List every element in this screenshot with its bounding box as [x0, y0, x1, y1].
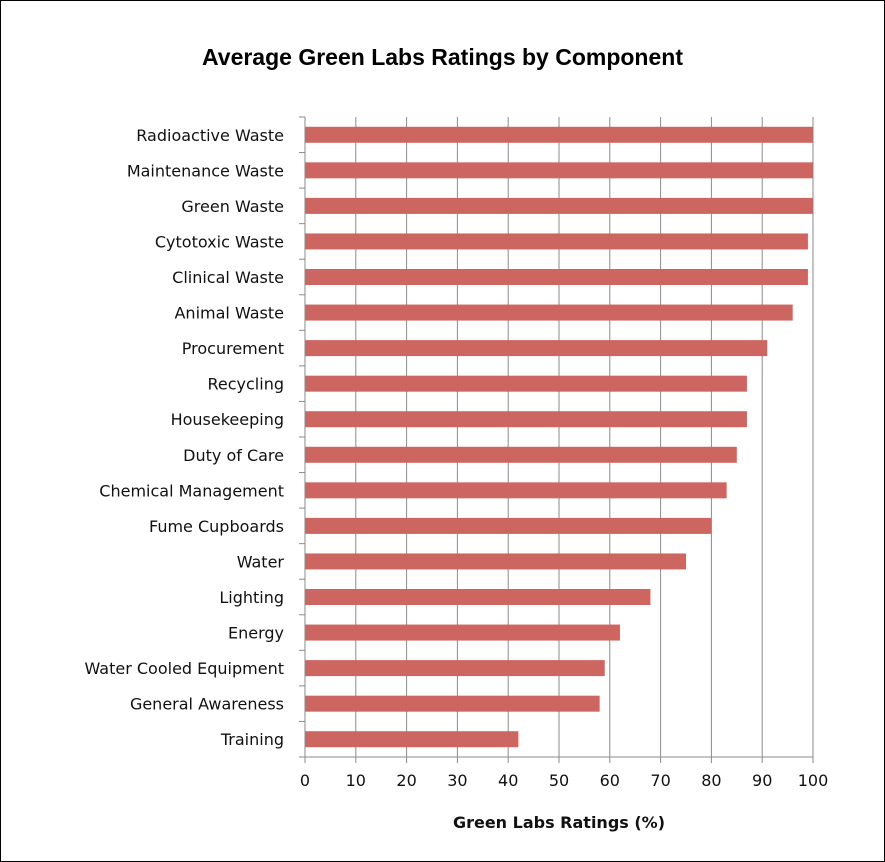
bar-chemical-management: [305, 482, 727, 499]
bar-recycling: [305, 375, 747, 392]
category-label: Radioactive Waste: [136, 126, 284, 145]
bar-water-cooled-equipment: [305, 660, 605, 677]
category-label: Training: [220, 730, 284, 749]
category-label: Duty of Care: [183, 446, 284, 465]
bar-animal-waste: [305, 304, 793, 321]
x-axis-label: Green Labs Ratings (%): [453, 813, 665, 832]
bar-lighting: [305, 589, 651, 605]
bar-duty-of-care: [305, 446, 737, 463]
x-tick-label: 0: [300, 771, 310, 790]
category-label: Cytotoxic Waste: [155, 232, 284, 251]
category-label: Procurement: [182, 339, 284, 358]
gridlines: [355, 117, 814, 757]
category-label: Recycling: [208, 375, 285, 394]
bar-fume-cupboards: [305, 517, 712, 534]
bar-water: [305, 553, 686, 570]
category-label: Water Cooled Equipment: [84, 659, 284, 678]
category-label: Chemical Management: [99, 481, 284, 500]
x-tick-label: 80: [701, 771, 721, 790]
x-tick-label: 50: [549, 771, 569, 790]
labels: 0 10 20 30 40 50 60 70 80 90 100 Radioactive Waste M…: [84, 126, 828, 790]
bar-green-waste: [305, 197, 813, 214]
bar-radioactive-waste: [305, 126, 813, 143]
x-tick-label: 90: [752, 771, 772, 790]
category-label: Housekeeping: [171, 410, 284, 429]
category-label: General Awareness: [130, 695, 284, 714]
x-tick-label: 30: [447, 771, 467, 790]
bar-procurement: [305, 340, 768, 357]
bar-housekeeping: [305, 411, 747, 428]
category-label: Maintenance Waste: [127, 161, 284, 180]
bar-training: [305, 731, 519, 748]
bar-maintenance-waste: [305, 162, 813, 179]
category-label: Animal Waste: [174, 304, 284, 323]
axes: [299, 116, 814, 763]
category-label: Energy: [228, 624, 284, 643]
bar-energy: [305, 624, 620, 641]
bar-clinical-waste: [305, 269, 808, 285]
bar-cytotoxic-waste: [305, 233, 808, 250]
x-tick-label: 70: [650, 771, 670, 790]
category-label: Fume Cupboards: [149, 517, 284, 536]
bar-general-awareness: [305, 695, 600, 712]
x-tick-label: 20: [396, 771, 416, 790]
chart-title: Average Green Labs Ratings by Component: [202, 44, 683, 70]
category-label: Green Waste: [181, 197, 284, 216]
category-label: Clinical Waste: [172, 268, 284, 287]
category-label: Lighting: [219, 588, 284, 607]
category-label: Water: [237, 552, 285, 571]
x-tick-label: 100: [798, 771, 829, 790]
x-tick-label: 40: [498, 771, 518, 790]
x-tick-label: 60: [600, 771, 620, 790]
x-tick-label: 10: [346, 771, 366, 790]
bars: [305, 126, 813, 748]
